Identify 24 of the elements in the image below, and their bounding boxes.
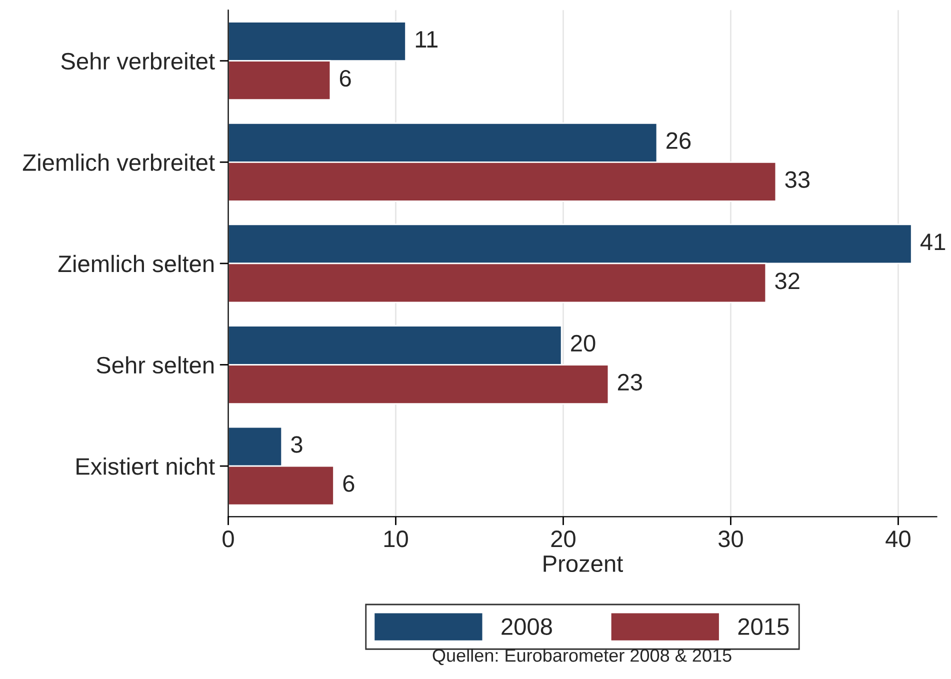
y-tick-label: Ziemlich selten [58,254,214,272]
x-tick-label: 10 [384,530,408,548]
y-tick-label: Ziemlich verbreitet [22,154,215,171]
legend-label: 2008 [502,618,552,635]
data-label: 6 [340,70,351,87]
legend-label: 2015 [738,618,789,635]
data-label: 6 [343,475,354,492]
y-tick-label: Sehr verbreitet [61,52,215,70]
x-tick-label: 20 [551,530,576,548]
data-label: 33 [785,171,810,188]
source-note: Quellen: Eurobarometer 2008 & 2015 [432,648,732,666]
data-label: 11 [416,31,438,48]
data-label: 32 [775,272,800,290]
data-label: 26 [666,132,691,149]
x-axis-title: Prozent [544,556,623,572]
data-label: 41 [920,234,946,250]
y-tick-label: Existiert nicht [76,458,215,475]
x-tick-label: 30 [718,530,743,548]
x-tick-label: 40 [886,530,910,548]
data-label: 23 [618,374,642,391]
x-tick-label: 0 [222,530,234,548]
data-label: 20 [571,334,596,352]
y-tick-label: Sehr selten [96,356,214,374]
data-label: 3 [291,436,302,453]
